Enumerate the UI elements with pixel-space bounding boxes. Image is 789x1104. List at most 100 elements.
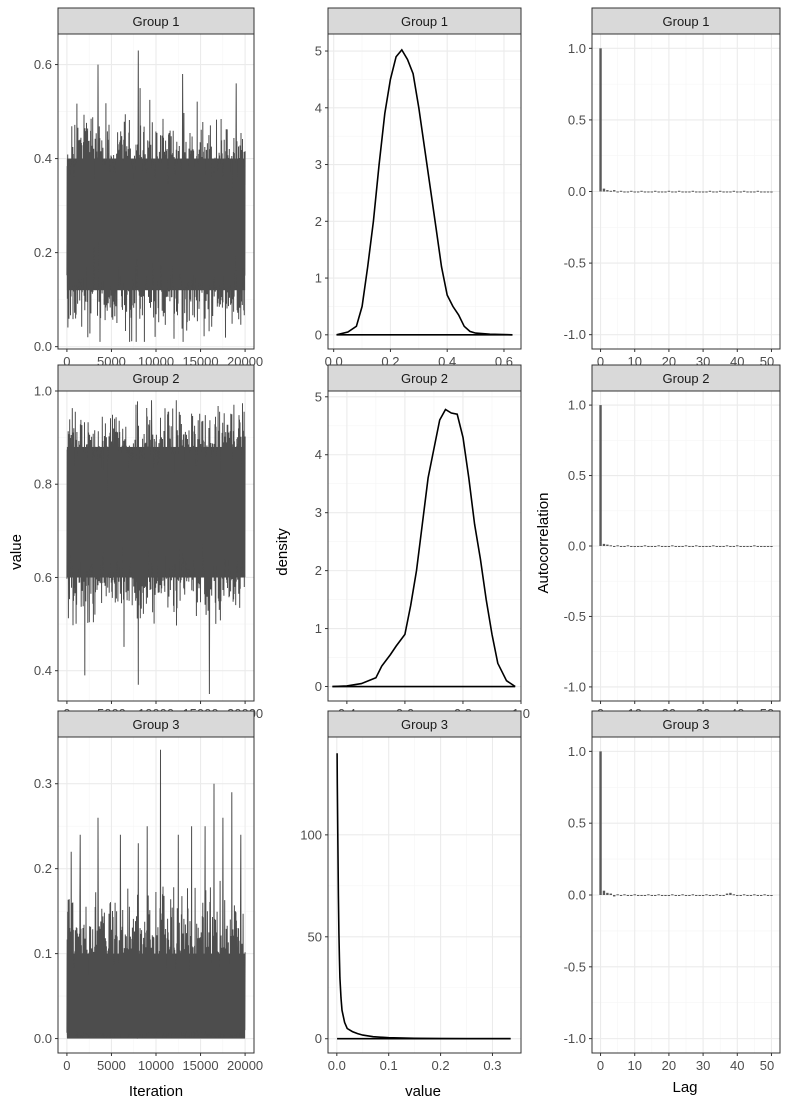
- acf-bar-lag-40: [736, 191, 739, 193]
- acf-bar-lag-29: [698, 895, 701, 896]
- strip-background: [57, 710, 255, 738]
- y-tick-label: 2: [315, 563, 322, 578]
- acf-bar-lag-20: [667, 546, 671, 547]
- acf-bar-lag-36: [722, 546, 725, 547]
- acf-bar-lag-7: [623, 894, 626, 896]
- x-tick-label: 30: [696, 1058, 710, 1073]
- y-tick-label: 0.5: [568, 112, 586, 127]
- panel-autocorrelation-3: Group 3 -1.0 -0.5 0.0 0.5 1.0 0 10 20 30 40 50: [564, 710, 781, 1073]
- acf-bar-lag-43: [746, 546, 749, 547]
- x-tick-label: 0: [63, 354, 70, 369]
- acf-bar-lag-43: [746, 895, 749, 896]
- acf-bar-lag-20: [667, 895, 671, 896]
- acf-bar-lag-33: [712, 895, 715, 896]
- acf-bar-lag-41: [739, 191, 742, 193]
- acf-bar-lag-24: [681, 191, 684, 193]
- acf-bar-lag-32: [708, 895, 712, 896]
- acf-bar-lag-5: [616, 191, 619, 193]
- acf-bar-lag-33: [712, 191, 715, 193]
- x-tick-label: 40: [730, 1058, 744, 1073]
- acf-bar-lag-14: [647, 894, 650, 896]
- acf-bar-lag-11: [636, 546, 640, 547]
- y-tick-label: -1.0: [564, 1031, 586, 1046]
- strip-background: [327, 7, 522, 35]
- acf-bar-lag-42: [742, 546, 746, 547]
- acf-bar-lag-13: [643, 545, 647, 547]
- acf-bar-lag-42: [742, 190, 746, 192]
- acf-bar-lag-39: [732, 190, 736, 192]
- acf-bar-lag-13: [643, 191, 647, 193]
- panel-border: [327, 390, 522, 702]
- strip-label: Group 3: [401, 717, 448, 732]
- strip-label: Group 3: [663, 717, 710, 732]
- strip-background: [591, 7, 781, 35]
- y-tick-label: 2: [315, 214, 322, 229]
- acf-bar-lag-19: [664, 895, 667, 896]
- strip-background: [327, 364, 522, 392]
- y-tick-label: 5: [315, 44, 322, 59]
- acf-bar-lag-32: [708, 546, 712, 547]
- acf-bar-lag-3: [609, 893, 612, 895]
- acf-bar-lag-16: [654, 190, 657, 192]
- y-tick-label: 0.0: [568, 184, 586, 199]
- y-tick-label: -1.0: [564, 679, 586, 694]
- acf-bar-lag-38: [729, 892, 732, 895]
- data-layer: [66, 50, 246, 342]
- acf-bar-lag-14: [647, 191, 650, 193]
- acf-bar-lag-35: [718, 895, 722, 896]
- acf-bar-lag-2: [606, 892, 609, 895]
- plot-background: [328, 391, 521, 701]
- acf-bar-lag-8: [626, 895, 630, 896]
- acf-bar-lag-36: [722, 895, 725, 896]
- y-tick-label: 1.0: [34, 384, 52, 399]
- acf-bar-lag-26: [688, 546, 691, 547]
- strip-label: Group 3: [133, 717, 180, 732]
- acf-bar-lag-17: [657, 894, 660, 896]
- strip-background: [591, 710, 781, 738]
- acf-bar-lag-44: [749, 191, 753, 193]
- acf-bar-lag-37: [725, 893, 729, 895]
- acf-bar-lag-14: [647, 546, 650, 547]
- acf-bar-lag-46: [756, 546, 759, 547]
- acf-bar-lag-16: [654, 895, 657, 896]
- panel-density-2: Group 20123450.40.60.81.0: [315, 364, 530, 721]
- y-tick-label: 0.3: [34, 776, 52, 791]
- acf-bar-lag-35: [718, 546, 722, 547]
- strip-label: Group 2: [663, 371, 710, 386]
- data-layer: [336, 753, 511, 1040]
- acf-bar-lag-22: [674, 546, 677, 547]
- acf-bar-lag-1: [602, 543, 606, 546]
- strip-label: Group 1: [663, 14, 710, 29]
- y-tick-label: 0.4: [34, 663, 52, 678]
- acf-bar-lag-17: [657, 191, 660, 193]
- acf-bar-lag-50: [770, 546, 773, 547]
- y-tick-label: 1.0: [568, 744, 586, 759]
- acf-bar-lag-22: [674, 895, 677, 896]
- acf-bar-lag-21: [671, 894, 674, 896]
- acf-bar-lag-30: [701, 191, 705, 193]
- acf-bar-lag-0: [599, 48, 602, 192]
- acf-bar-lag-39: [732, 546, 736, 547]
- acf-bar-lag-3: [609, 190, 612, 192]
- acf-bar-lag-8: [626, 545, 630, 547]
- y-tick-label: 1.0: [568, 41, 586, 56]
- data-layer: [599, 405, 773, 547]
- acf-bar-lag-25: [684, 545, 688, 547]
- acf-bar-lag-6: [619, 895, 623, 896]
- acf-bar-lag-37: [725, 191, 729, 193]
- panel-border: [327, 736, 522, 1054]
- panel-density-3: Group 3 0 50 100 0.0 0.1 0.2 0.3: [300, 710, 522, 1073]
- acf-bar-lag-41: [739, 546, 742, 547]
- y-tick-label: -1.0: [564, 327, 586, 342]
- acf-bar-lag-23: [677, 546, 681, 547]
- acf-bar-lag-34: [715, 894, 718, 896]
- acf-bar-lag-1: [602, 890, 606, 895]
- acf-bar-lag-16: [654, 546, 657, 547]
- acf-bar-lag-47: [760, 191, 763, 193]
- strip-label: Group 2: [133, 371, 180, 386]
- acf-bar-lag-24: [681, 546, 684, 547]
- acf-bar-lag-50: [770, 895, 773, 896]
- x-tick-label: 15000: [182, 1058, 218, 1073]
- x-axis-title-iteration: Iteration: [129, 1083, 183, 1100]
- data-layer: [66, 400, 246, 695]
